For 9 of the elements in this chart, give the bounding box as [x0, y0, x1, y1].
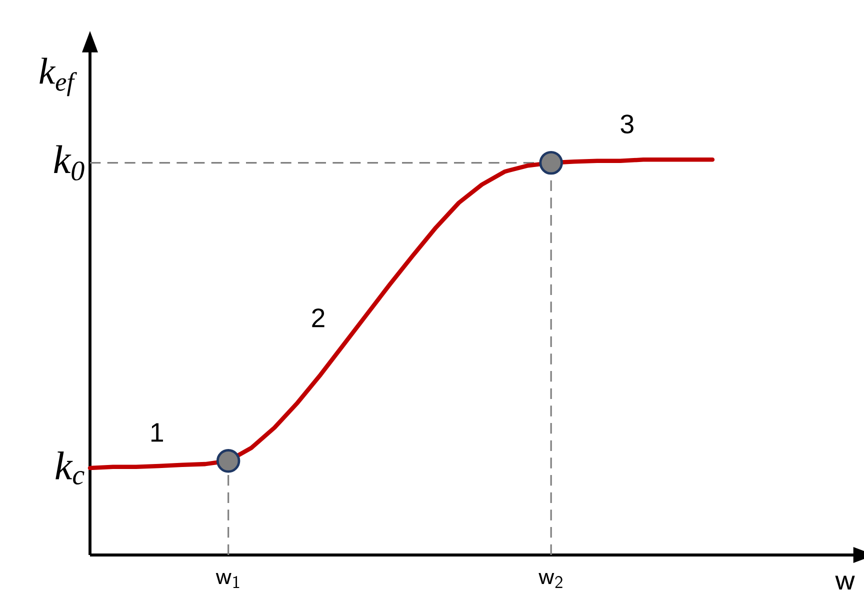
x-tick-label: w$_{1}$ [216, 573, 240, 588]
annotation: k$_{c}$ [56, 452, 84, 485]
y-axis-title: k$_{ef}$ [40, 58, 77, 96]
text: 3 [620, 114, 634, 134]
annotation: 2 [312, 308, 324, 328]
ref-line-label: k$_{0}$ [54, 145, 84, 180]
x-tick-label: w$_{2}$ [538, 573, 562, 588]
annotation: 1 [151, 423, 163, 442]
x-axis-title: w [835, 576, 855, 590]
